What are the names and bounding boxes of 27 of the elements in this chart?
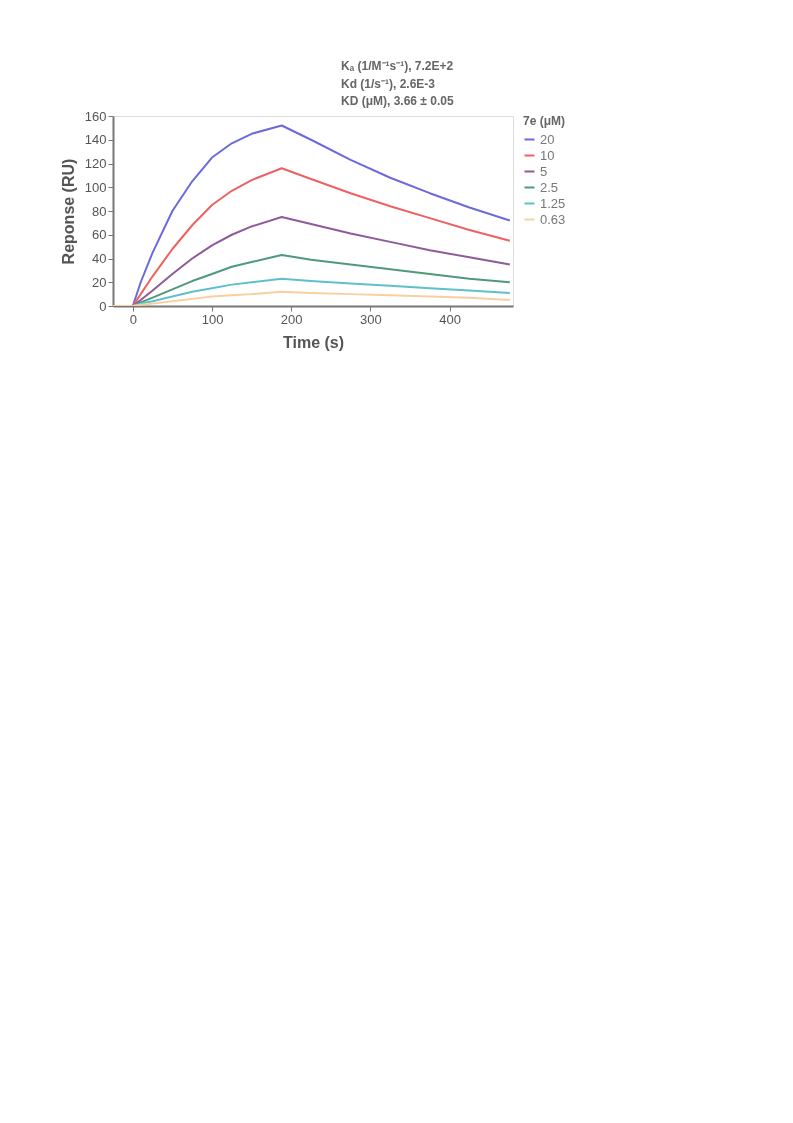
legend-label: 2.5 — [540, 179, 559, 195]
y-tick-label: 20 — [92, 274, 107, 290]
text: KD (μM), 3.66 ± 0.05 — [341, 94, 454, 108]
y-tick-label: 0 — [99, 298, 107, 314]
text: Kₐ (1/M⁻¹s⁻¹), 7.2E+2 — [341, 59, 454, 73]
legend-label: 20 — [540, 131, 555, 147]
y-tick-label: 100 — [84, 179, 107, 195]
line-series — [113, 290, 511, 306]
legend-title: 7e (μM) — [523, 114, 566, 128]
y-tick-label: 80 — [92, 203, 107, 219]
legend-label: 10 — [540, 147, 555, 163]
y-tick-label: 40 — [92, 251, 107, 266]
x-tick-label: 300 — [360, 311, 382, 327]
legend-label: 0.63 — [540, 211, 566, 227]
x-tick-label: 400 — [439, 311, 461, 327]
x-tick-label: 100 — [201, 311, 224, 327]
y-tick-label: 140 — [84, 132, 107, 148]
y-axis-title: Reponse (RU) — [59, 158, 77, 265]
y-tick-label: 60 — [92, 227, 107, 243]
y-tick-label: 120 — [84, 156, 107, 171]
x-tick-label: 0 — [129, 311, 137, 327]
text: Kd (1/s⁻¹), 2.6E-3 — [341, 76, 436, 91]
x-tick-label: 200 — [280, 311, 303, 327]
legend-label: 1.25 — [540, 195, 566, 211]
legend-label: 5 — [540, 163, 548, 179]
x-axis-title: Time (s) — [282, 333, 345, 351]
y-tick-label: 160 — [84, 108, 107, 124]
